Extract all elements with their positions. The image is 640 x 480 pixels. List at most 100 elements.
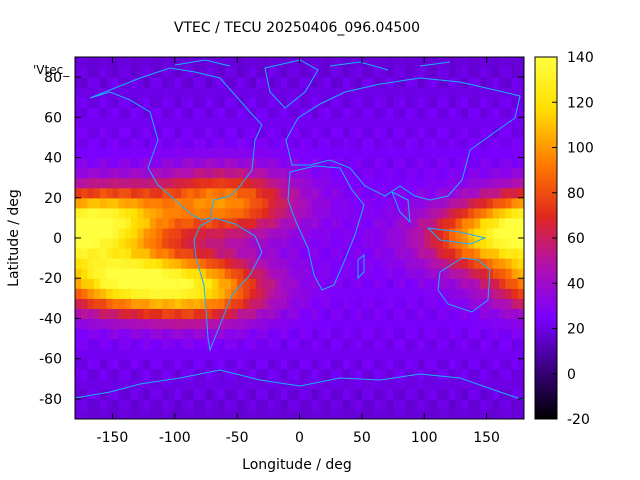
heatmap-cell xyxy=(75,67,82,78)
heatmap-cell xyxy=(162,308,170,320)
heatmap-cell xyxy=(305,298,313,309)
heatmap-cell xyxy=(75,207,82,219)
heatmap-cell xyxy=(193,368,201,380)
heatmap-cell xyxy=(193,238,201,249)
heatmap-cell xyxy=(143,147,151,159)
heatmap-cell xyxy=(417,117,425,128)
heatmap-cell xyxy=(449,137,457,149)
heatmap-cell xyxy=(436,137,444,149)
heatmap-cell xyxy=(199,368,207,380)
heatmap-cell xyxy=(430,117,438,128)
heatmap-cell xyxy=(156,177,163,189)
coastline-south-america xyxy=(193,217,263,352)
heatmap-cell xyxy=(355,67,363,78)
heatmap-cell xyxy=(124,137,132,149)
heatmap-cell xyxy=(199,57,207,68)
heatmap-cell xyxy=(137,157,145,169)
heatmap-cell xyxy=(274,227,282,239)
heatmap-cell xyxy=(255,278,263,289)
heatmap-cell xyxy=(293,368,301,380)
heatmap-cell xyxy=(336,328,344,340)
heatmap-cell xyxy=(268,227,276,239)
heatmap-cell xyxy=(442,318,450,330)
heatmap-cell xyxy=(137,368,145,380)
heatmap-cell xyxy=(299,348,307,360)
heatmap-cell xyxy=(505,97,513,108)
heatmap-cell xyxy=(218,197,226,209)
heatmap-cell xyxy=(237,187,244,199)
heatmap-cell xyxy=(343,378,350,390)
heatmap-cell xyxy=(361,127,369,139)
heatmap-cell xyxy=(486,398,494,410)
heatmap-cell xyxy=(474,318,481,330)
heatmap-cell xyxy=(137,248,145,259)
heatmap-cell xyxy=(118,318,126,330)
heatmap-cell xyxy=(318,227,326,239)
heatmap-cell xyxy=(511,167,519,179)
heatmap-cell xyxy=(268,388,276,400)
heatmap-cell xyxy=(411,197,419,209)
heatmap-cell xyxy=(81,238,89,249)
heatmap-cell xyxy=(187,278,195,289)
heatmap-cell xyxy=(287,348,294,360)
heatmap-cell xyxy=(449,57,457,68)
heatmap-cell xyxy=(411,278,419,289)
heatmap-cell xyxy=(268,157,276,169)
heatmap-cell xyxy=(112,288,120,299)
heatmap-cell xyxy=(212,187,220,199)
heatmap-cell xyxy=(112,227,120,239)
heatmap-cell xyxy=(93,408,101,419)
heatmap-cell xyxy=(75,388,82,400)
heatmap-cell xyxy=(386,127,394,139)
heatmap-cell xyxy=(131,127,138,139)
heatmap-cell xyxy=(393,288,400,299)
heatmap-cell xyxy=(106,358,114,370)
heatmap-cell xyxy=(336,87,344,98)
heatmap-cell xyxy=(505,238,513,249)
heatmap-cell xyxy=(393,127,400,139)
heatmap-cell xyxy=(442,308,450,320)
heatmap-cell xyxy=(417,348,425,360)
heatmap-cell xyxy=(293,77,301,88)
heatmap-cell xyxy=(324,87,332,98)
heatmap-cell xyxy=(205,248,213,259)
heatmap-cell xyxy=(355,107,363,118)
heatmap-cell xyxy=(137,338,145,350)
heatmap-cell xyxy=(75,97,82,108)
heatmap-cell xyxy=(355,77,363,88)
heatmap-cell xyxy=(124,197,132,209)
heatmap-cell xyxy=(424,368,432,380)
heatmap-cell xyxy=(511,87,519,98)
heatmap-cell xyxy=(99,147,107,159)
heatmap-cell xyxy=(449,278,457,289)
heatmap-cell xyxy=(193,217,201,229)
heatmap-cell xyxy=(224,197,232,209)
heatmap-cell xyxy=(243,197,251,209)
heatmap-cell xyxy=(474,338,481,350)
heatmap-cell xyxy=(124,177,132,189)
heatmap-cell xyxy=(386,248,394,259)
heatmap-cell xyxy=(75,328,82,340)
heatmap-cell xyxy=(505,398,513,410)
heatmap-cell xyxy=(262,298,269,309)
heatmap-cell xyxy=(274,127,282,139)
heatmap-cell xyxy=(268,197,276,209)
heatmap-cell xyxy=(249,167,257,179)
heatmap-cell xyxy=(349,338,357,350)
heatmap-cell xyxy=(417,288,425,299)
heatmap-cell xyxy=(330,408,338,419)
heatmap-cell xyxy=(442,388,450,400)
heatmap-cell xyxy=(417,187,425,199)
heatmap-cell xyxy=(368,137,375,149)
heatmap-cell xyxy=(237,368,244,380)
heatmap-cell xyxy=(268,238,276,249)
heatmap-cell xyxy=(268,167,276,179)
heatmap-cell xyxy=(405,197,413,209)
heatmap-cell xyxy=(299,338,307,350)
heatmap-cell xyxy=(156,197,163,209)
heatmap-cell xyxy=(187,268,195,279)
heatmap-cell xyxy=(93,167,101,179)
heatmap-cell xyxy=(517,358,524,370)
heatmap-cell xyxy=(511,268,519,279)
heatmap-cell xyxy=(187,217,195,229)
